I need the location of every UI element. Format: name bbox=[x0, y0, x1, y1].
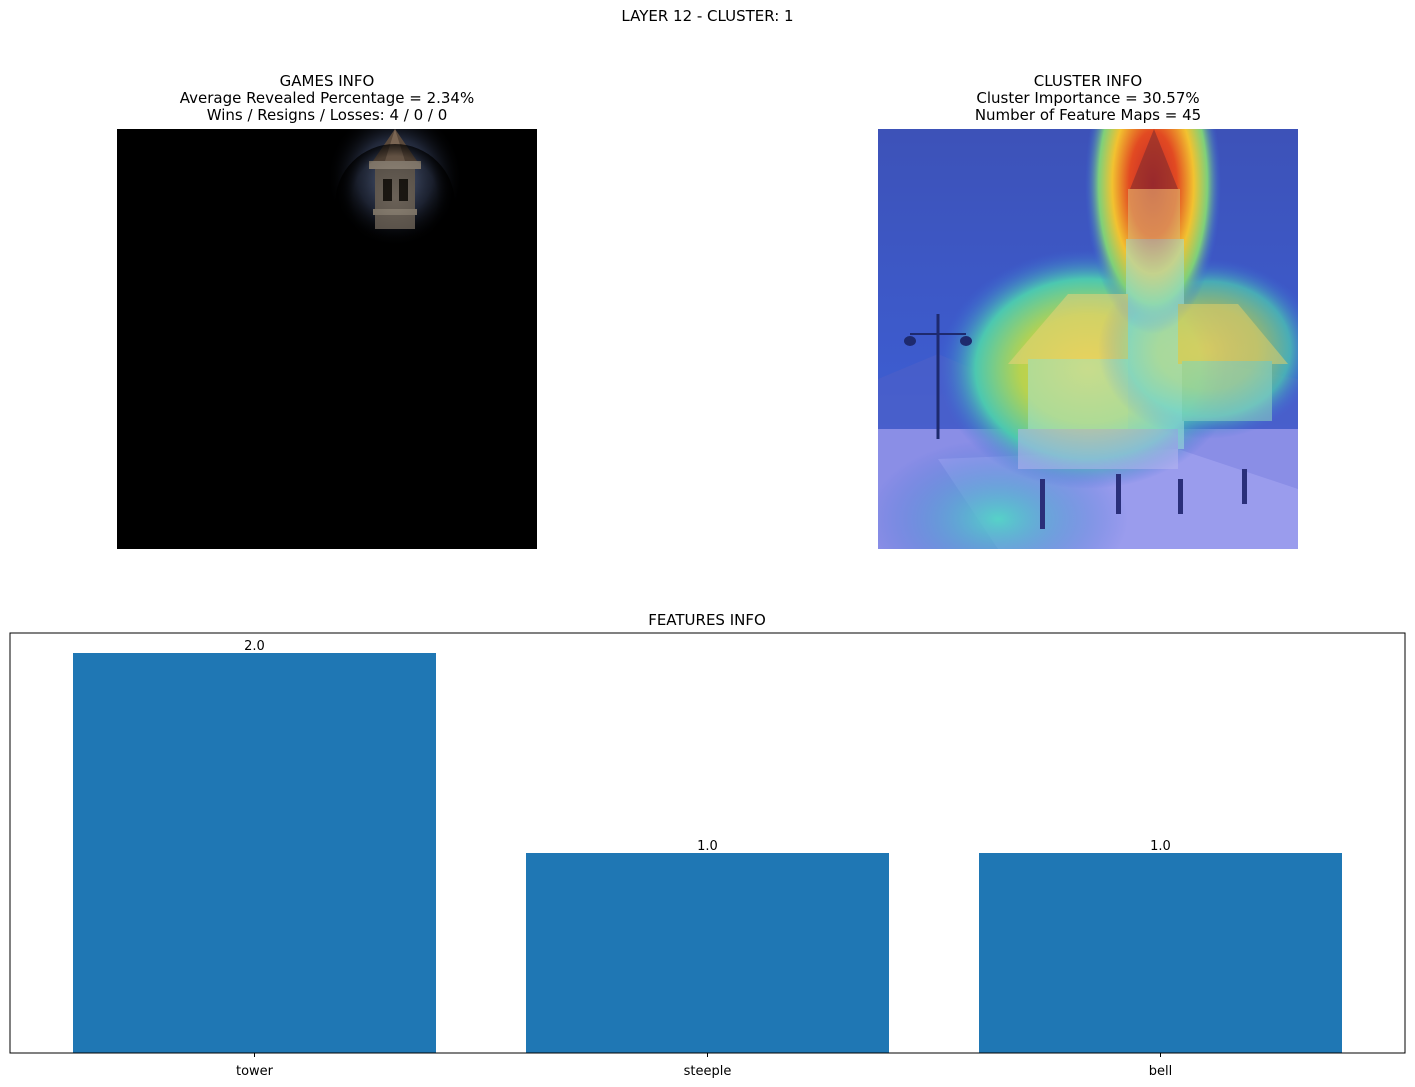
chart-title: FEATURES INFO bbox=[648, 611, 766, 629]
bar-tower bbox=[73, 653, 436, 1053]
revealed-image bbox=[117, 129, 537, 549]
cluster-info-importance: Cluster Importance = 30.57% bbox=[976, 89, 1200, 107]
bar-steeple bbox=[526, 853, 889, 1053]
games-info-results: Wins / Resigns / Losses: 4 / 0 / 0 bbox=[206, 106, 448, 124]
games-info-title-block: GAMES INFO Average Revealed Percentage =… bbox=[117, 73, 537, 124]
bar-bell bbox=[979, 853, 1342, 1053]
cluster-info-title: CLUSTER INFO bbox=[1033, 72, 1143, 90]
x-tick-label-steeple: steeple bbox=[684, 1064, 732, 1079]
bar-value-label-steeple: 1.0 bbox=[697, 839, 718, 854]
bar-value-label-bell: 1.0 bbox=[1150, 839, 1171, 854]
heatmap-image bbox=[878, 129, 1298, 549]
cluster-info-title-block: CLUSTER INFO Cluster Importance = 30.57%… bbox=[878, 73, 1298, 124]
cluster-info-feature-maps: Number of Feature Maps = 45 bbox=[974, 106, 1202, 124]
x-tick-label-tower: tower bbox=[236, 1064, 274, 1079]
games-info-revealed: Average Revealed Percentage = 2.34% bbox=[179, 89, 475, 107]
x-tick-label-bell: bell bbox=[1149, 1064, 1172, 1079]
figure-suptitle: LAYER 12 - CLUSTER: 1 bbox=[621, 7, 794, 25]
bar-value-label-tower: 2.0 bbox=[244, 639, 265, 654]
games-info-title: GAMES INFO bbox=[279, 72, 375, 90]
